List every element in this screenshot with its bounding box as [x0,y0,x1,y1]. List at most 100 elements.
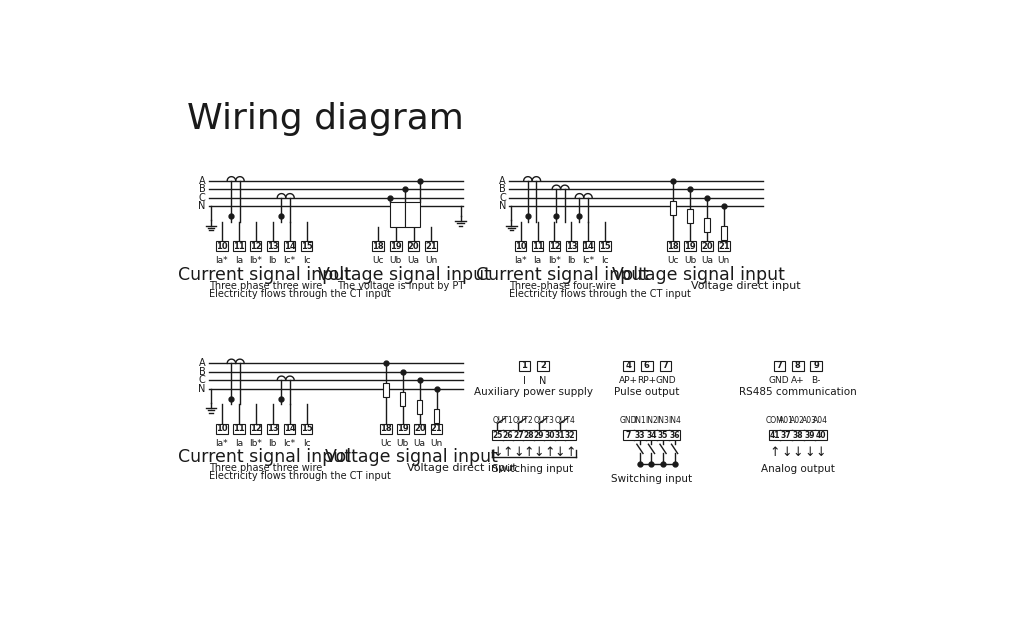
FancyBboxPatch shape [583,241,594,251]
Text: 2: 2 [540,361,546,370]
Text: RP+: RP+ [637,376,657,385]
FancyBboxPatch shape [549,241,560,251]
Text: N: N [498,202,505,211]
FancyBboxPatch shape [519,361,530,371]
Text: Voltage direct input: Voltage direct input [691,281,801,291]
Text: OUT3: OUT3 [534,415,554,425]
Text: Ia*: Ia* [215,439,228,448]
FancyBboxPatch shape [233,241,245,251]
Text: 35: 35 [658,430,668,440]
Text: N: N [198,384,206,394]
Text: B: B [199,367,206,377]
Text: 19: 19 [390,242,402,251]
Text: ↓: ↓ [781,446,792,459]
Text: COM: COM [765,415,784,425]
Text: 12: 12 [250,424,262,434]
Text: Un: Un [430,439,443,448]
Text: Voltage direct input: Voltage direct input [407,463,517,473]
Text: 13: 13 [267,424,278,434]
Text: OUT1: OUT1 [492,415,513,425]
FancyBboxPatch shape [267,241,278,251]
Text: 14: 14 [583,242,594,251]
Text: Auxiliary power supply: Auxiliary power supply [474,388,593,397]
Text: B: B [199,184,206,194]
FancyBboxPatch shape [284,424,295,434]
Text: 7: 7 [663,361,668,370]
FancyBboxPatch shape [250,241,262,251]
Text: Ia: Ia [234,439,243,448]
Text: C: C [199,375,206,386]
Text: Un: Un [425,256,437,266]
Text: ↓: ↓ [793,446,803,459]
Text: IN1: IN1 [633,415,647,425]
Text: IN4: IN4 [668,415,681,425]
Text: 20: 20 [414,424,425,434]
Text: 18: 18 [373,242,384,251]
FancyBboxPatch shape [250,424,262,434]
FancyBboxPatch shape [397,424,408,434]
Text: Ia*: Ia* [215,256,228,266]
Text: Ib*: Ib* [250,439,262,448]
FancyBboxPatch shape [718,241,730,251]
FancyBboxPatch shape [565,241,578,251]
FancyBboxPatch shape [380,424,392,434]
FancyBboxPatch shape [684,241,695,251]
Text: A: A [499,176,505,186]
FancyBboxPatch shape [216,424,227,434]
Text: GND: GND [619,415,637,425]
Text: 30: 30 [544,430,554,440]
Text: RS485 communication: RS485 communication [739,388,857,397]
Text: Ub: Ub [684,256,696,266]
FancyBboxPatch shape [405,202,420,227]
FancyBboxPatch shape [267,424,278,434]
Text: OUT4: OUT4 [554,415,576,425]
Text: 34: 34 [647,430,657,440]
FancyBboxPatch shape [284,241,295,251]
FancyBboxPatch shape [216,241,227,251]
Text: 33: 33 [634,430,646,440]
Text: Ib*: Ib* [250,256,262,266]
Text: 10: 10 [216,242,227,251]
Text: Ua: Ua [408,256,419,266]
FancyBboxPatch shape [400,392,405,406]
Text: ↓: ↓ [804,446,815,459]
Text: A02: A02 [791,415,805,425]
Text: ↓: ↓ [816,446,826,459]
FancyBboxPatch shape [408,241,419,251]
FancyBboxPatch shape [233,424,245,434]
Text: ↑: ↑ [502,446,514,459]
FancyBboxPatch shape [430,424,443,434]
Text: Ua: Ua [414,439,425,448]
Text: Voltage signal input: Voltage signal input [612,266,785,284]
Text: 14: 14 [284,242,295,251]
Text: Ia: Ia [234,256,243,266]
Text: GND: GND [655,376,676,385]
Text: Ub: Ub [390,256,402,266]
FancyBboxPatch shape [701,241,713,251]
Text: 7: 7 [776,361,783,370]
Text: ↓: ↓ [492,446,502,459]
Text: 14: 14 [284,424,295,434]
FancyBboxPatch shape [537,361,549,371]
Text: 32: 32 [565,430,576,440]
Text: IN3: IN3 [657,415,670,425]
Text: 12: 12 [548,242,560,251]
Text: 40: 40 [816,430,826,440]
FancyBboxPatch shape [417,401,422,414]
Text: ↓: ↓ [513,446,524,459]
Text: 18: 18 [667,242,679,251]
FancyBboxPatch shape [300,241,313,251]
Text: Three-phase four-wire: Three-phase four-wire [509,281,616,291]
Text: A03: A03 [802,415,817,425]
Text: Ia*: Ia* [515,256,527,266]
FancyBboxPatch shape [641,361,653,371]
Text: 15: 15 [300,242,313,251]
Text: The voltage is input by PT: The voltage is input by PT [337,281,465,291]
FancyBboxPatch shape [792,361,804,371]
Text: 29: 29 [534,430,544,440]
Text: Switching input: Switching input [491,464,572,474]
Text: Ub: Ub [397,439,409,448]
Text: 10: 10 [515,242,527,251]
Text: Uc: Uc [667,256,679,266]
Text: IN2: IN2 [646,415,658,425]
